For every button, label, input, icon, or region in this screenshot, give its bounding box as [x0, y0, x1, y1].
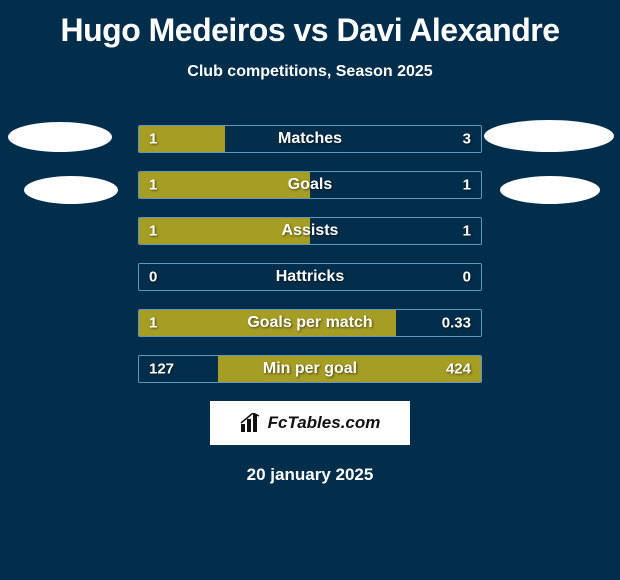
- value-left: 1: [149, 223, 157, 240]
- brand-text: FcTables.com: [268, 413, 381, 433]
- value-right: 1: [463, 223, 471, 240]
- stat-row: 13Matches: [138, 125, 482, 153]
- page-title: Hugo Medeiros vs Davi Alexandre: [0, 0, 620, 49]
- value-left: 1: [149, 131, 157, 148]
- value-right: 3: [463, 131, 471, 148]
- stat-row: 127424Min per goal: [138, 355, 482, 383]
- bar-left: [139, 172, 310, 198]
- date-label: 20 january 2025: [0, 465, 620, 485]
- value-left: 127: [149, 361, 174, 378]
- bar-right: [218, 356, 481, 382]
- avatar-placeholder-right-top: [484, 120, 614, 152]
- value-left: 0: [149, 269, 157, 286]
- value-right: 424: [446, 361, 471, 378]
- chart-icon: [240, 413, 262, 433]
- stat-label: Hattricks: [139, 268, 481, 286]
- avatar-placeholder-right-bottom: [500, 176, 600, 204]
- avatar-placeholder-left-bottom: [24, 176, 118, 204]
- avatar-placeholder-left-top: [8, 122, 112, 152]
- brand-badge: FcTables.com: [210, 401, 410, 445]
- subtitle: Club competitions, Season 2025: [0, 63, 620, 81]
- value-left: 1: [149, 177, 157, 194]
- comparison-chart: 13Matches11Goals11Assists00Hattricks10.3…: [138, 125, 482, 383]
- stat-row: 11Assists: [138, 217, 482, 245]
- stat-row: 10.33Goals per match: [138, 309, 482, 337]
- stat-row: 0 0Hattricks: [138, 263, 482, 291]
- bar-left: [139, 218, 310, 244]
- stat-row: 11Goals: [138, 171, 482, 199]
- value-right: 0.33: [442, 315, 471, 332]
- value-left: 1: [149, 315, 157, 332]
- bar-left: [139, 310, 396, 336]
- value-right: 1: [463, 177, 471, 194]
- value-right: 0: [463, 269, 471, 286]
